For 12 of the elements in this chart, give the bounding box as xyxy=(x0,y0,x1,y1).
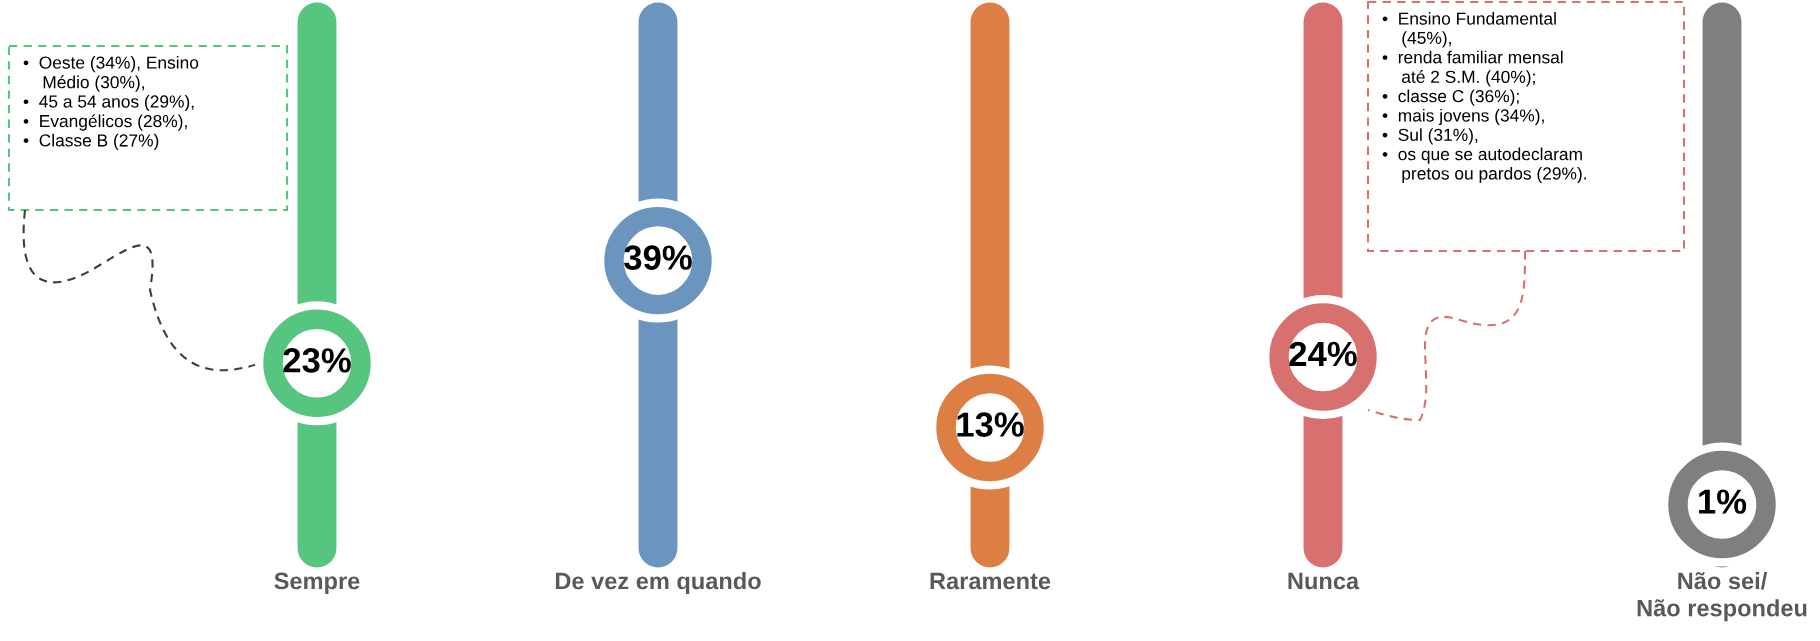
text: • Oeste (34%), Ensino Médio (30%), • 45 a 54 anos (29%), • Evangélicos (28%), • Classe B (27%) xyxy=(23,56,199,150)
category-label: Nunca xyxy=(1288,572,1360,590)
category-label: Raramente xyxy=(930,572,1051,590)
data-label: 1% xyxy=(1699,489,1747,514)
data-label: 39% xyxy=(624,245,692,270)
category-label: De vez em quando xyxy=(555,572,761,595)
data-label: 24% xyxy=(1289,341,1357,367)
category-label: Sempre xyxy=(274,572,360,595)
data-label: 13% xyxy=(957,412,1024,437)
text: • Ensino Fundamental (45%), • renda familiar mensal até 2 S.M. (40%); • classe C (36%); • mais jovens (34%), • Sul (31%), • os que se autodeclaram pretos ou pardos (29%). xyxy=(1382,12,1586,184)
category-label: Não sei/ Não respondeu xyxy=(1637,572,1807,622)
data-label: 23% xyxy=(283,348,351,373)
